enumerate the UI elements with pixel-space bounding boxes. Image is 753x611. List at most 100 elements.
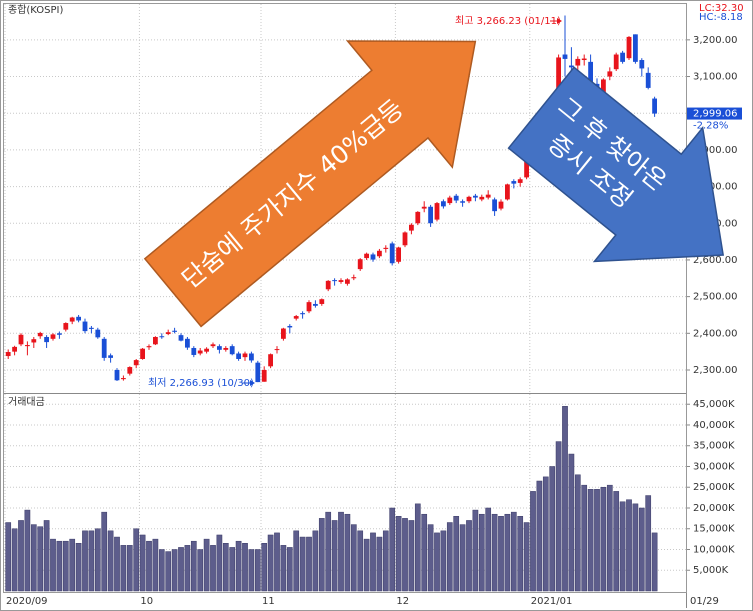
candle-body [31,339,37,343]
candle-body [37,332,43,337]
volume-bar [498,516,504,592]
candle-body [281,328,286,339]
volume-bar [594,489,600,592]
volume-bar [152,538,159,592]
volume-bar [280,545,287,592]
volume-bar [568,453,575,592]
volume-bar [229,547,236,592]
volume-bar [254,549,261,592]
volume-bar [555,441,562,592]
candle-body [415,211,421,224]
candle-body [255,362,261,383]
volume-bar [242,543,248,592]
volume-bar [165,551,172,592]
y-tick-label: 5,000K [693,565,729,576]
volume-bar [485,507,492,592]
last-price-box [687,107,742,120]
volume-bar [466,520,472,592]
candle-body [357,259,363,270]
candle-body [505,184,510,200]
candle-body [95,329,101,338]
candle-body [146,346,152,348]
candle-body [511,181,517,184]
candle-body [409,224,414,231]
volume-bar [427,524,434,592]
volume-bar [210,545,216,592]
candle-body [197,350,203,354]
volume-bar [184,545,191,592]
candle-body [140,348,145,359]
candle-body [460,201,465,203]
candle-body [82,321,88,332]
volume-bar [402,518,408,592]
candle-body [293,316,299,319]
candle-body [562,54,568,59]
candle-body [645,72,651,88]
volume-bar [50,538,56,592]
volume-bar [587,489,594,592]
candle-body [485,194,491,198]
candle-body [325,280,331,290]
candle-body [185,338,190,348]
candle-body [178,335,184,341]
volume-bar [542,476,549,592]
volume-bar [126,545,133,592]
volume-bar [382,530,389,592]
lc-label: LC:32.30 [699,3,744,14]
volume-bar [222,543,229,592]
candle-body [268,354,273,367]
candle-body [620,52,625,62]
candle-body [242,353,248,358]
volume-bar [510,511,517,592]
volume-bar [632,503,639,592]
candle-body [261,369,267,382]
volume-bar [299,536,306,592]
grid-layer: 2,300.002,400.002,500.002,600.002,700.00… [4,4,738,607]
x-tick-label: 11 [262,596,275,607]
candle-body [498,201,504,209]
low-annotation: 최저 2,266.93 (10/30) [148,377,254,389]
candle-body [287,325,293,328]
candle-body [607,71,613,77]
volume-bar [626,499,632,592]
low-pointer-head [250,380,255,386]
candle-body [89,327,94,329]
candle-body [338,280,344,282]
candle-body [204,348,209,352]
candle-body [101,338,107,358]
volume-bar [139,534,146,592]
y-tick-label: 25,000K [693,482,735,493]
y-tick-label: 10,000K [693,544,735,555]
volume-bar [472,509,479,592]
candle-body [313,303,318,306]
y-tick-label: 2,500.00 [693,292,738,303]
volume-bar [11,528,18,592]
candle-body [517,179,523,183]
candle-body [44,336,49,343]
y-tick-label: 15,000K [693,524,735,535]
volume-bar [606,484,613,592]
candle-body [121,378,126,380]
y-tick-label: 20,000K [693,503,735,514]
candle-body [300,313,305,315]
candle-body [575,58,581,66]
candle-body [428,206,433,224]
candle-body [18,334,24,345]
volume-bar [638,507,645,592]
x-tick-label: 10 [140,596,153,607]
volume-panel-label: 거래대금 [8,396,45,408]
y-tick-label: 35,000K [693,441,735,452]
volume-bar [101,511,108,592]
candle-body [25,345,30,347]
candle-body [165,332,171,335]
volume-bar [5,522,12,592]
candle-body [492,199,497,212]
y-tick-label: 2,800.00 [693,182,738,193]
volume-bar [504,513,511,592]
volume-bar [517,516,524,592]
candle-body [127,367,133,374]
volume-bar [37,526,44,592]
volume-bar [651,532,658,592]
candle-body [479,196,485,200]
